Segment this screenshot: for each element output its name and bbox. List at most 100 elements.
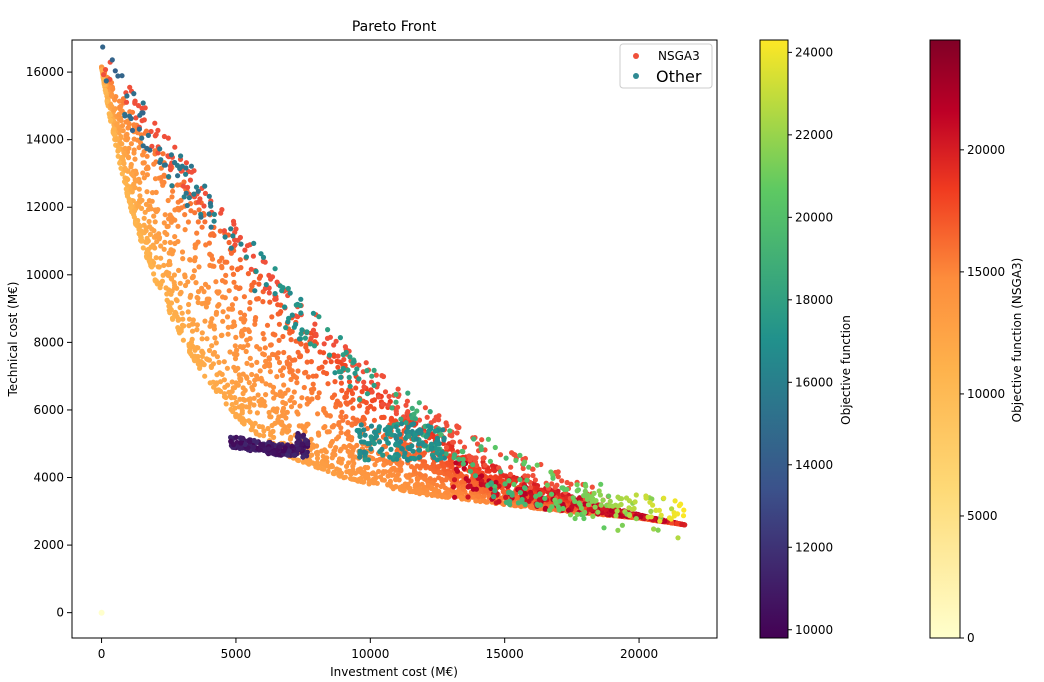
other-point xyxy=(172,159,178,166)
other-point xyxy=(230,233,236,239)
nsga3-point xyxy=(331,342,337,348)
nsga3-point xyxy=(219,278,226,284)
nsga3-point xyxy=(276,359,283,366)
other-point xyxy=(438,455,444,461)
nsga3-point xyxy=(119,171,125,177)
nsga3-point xyxy=(347,452,353,458)
nsga3-point xyxy=(383,469,389,475)
nsga3-point xyxy=(295,349,301,355)
nsga3-point xyxy=(322,424,328,430)
other-point xyxy=(533,493,539,499)
nsga3-point xyxy=(343,414,349,420)
nsga3-point xyxy=(171,272,177,278)
y-tick-label: 2000 xyxy=(33,538,64,552)
x-tick-label: 20000 xyxy=(620,647,658,661)
nsga3-point xyxy=(195,199,201,205)
other-point xyxy=(191,191,197,197)
other-point xyxy=(585,502,592,508)
other-point xyxy=(368,446,374,452)
nsga3-point xyxy=(266,356,272,362)
other-point xyxy=(251,240,257,246)
nsga3-point xyxy=(376,468,382,475)
nsga3-point xyxy=(249,422,256,428)
nsga3-point xyxy=(308,387,314,393)
nsga3-point xyxy=(347,442,353,449)
nsga3-point xyxy=(180,316,186,322)
nsga3-point xyxy=(260,331,266,337)
other-point xyxy=(305,441,311,447)
nsga3-point xyxy=(272,332,278,338)
nsga3-point xyxy=(189,169,195,175)
nsga3-point xyxy=(161,172,167,178)
other-point xyxy=(131,91,137,97)
nsga3-point xyxy=(246,404,252,410)
other-point xyxy=(559,485,565,491)
colorbar-tick-label: 18000 xyxy=(795,293,833,307)
nsga3-point xyxy=(196,207,202,213)
nsga3-point xyxy=(186,316,193,322)
other-point xyxy=(675,535,681,541)
nsga3-point xyxy=(237,310,243,316)
other-point xyxy=(432,428,438,434)
nsga3-point xyxy=(161,262,167,268)
nsga3-point xyxy=(315,465,321,471)
other-point xyxy=(402,450,408,456)
nsga3-point xyxy=(169,194,175,200)
other-point xyxy=(672,498,678,504)
nsga3-point xyxy=(212,335,218,341)
other-point xyxy=(277,283,283,289)
nsga3-point xyxy=(170,188,176,194)
nsga3-point xyxy=(333,338,339,344)
other-point xyxy=(626,512,633,519)
other-point xyxy=(590,513,596,520)
nsga3-point xyxy=(187,177,193,183)
other-point xyxy=(293,321,299,327)
nsga3-point xyxy=(185,309,191,315)
nsga3-point xyxy=(344,469,350,475)
other-point xyxy=(247,439,253,445)
other-point xyxy=(326,352,333,358)
nsga3-point xyxy=(204,356,210,362)
y-axis-label: Technical cost (M€) xyxy=(6,282,20,398)
nsga3-point xyxy=(316,390,322,396)
nsga3-point xyxy=(369,389,375,395)
nsga3-point xyxy=(350,405,356,411)
nsga3-point xyxy=(522,473,528,479)
nsga3-point xyxy=(327,443,333,449)
other-point xyxy=(297,302,303,309)
nsga3-point xyxy=(483,474,489,480)
nsga3-point xyxy=(336,420,342,426)
nsga3-point xyxy=(182,227,188,233)
nsga3-point xyxy=(286,423,292,429)
other-point xyxy=(289,312,295,318)
nsga3-point xyxy=(395,404,401,410)
nsga3-point xyxy=(240,371,246,377)
nsga3-point xyxy=(229,265,235,271)
nsga3-point xyxy=(344,401,350,407)
other-point xyxy=(222,234,228,240)
nsga3-point xyxy=(162,239,168,245)
nsga3-point xyxy=(226,239,232,246)
nsga3-point xyxy=(274,374,280,380)
nsga3-point xyxy=(239,328,245,334)
other-point xyxy=(184,202,190,209)
other-point xyxy=(385,440,391,446)
nsga3-point xyxy=(126,145,132,151)
nsga3-point xyxy=(148,244,154,250)
nsga3-point xyxy=(284,359,290,365)
nsga3-point xyxy=(214,354,220,360)
nsga3-point xyxy=(217,370,223,376)
nsga3-point xyxy=(175,223,181,229)
nsga3-point xyxy=(314,455,321,461)
nsga3-point xyxy=(429,480,435,486)
other-point xyxy=(393,435,399,442)
other-point xyxy=(517,477,523,483)
legend-marker-nsga3 xyxy=(633,53,639,59)
nsga3-point xyxy=(275,417,281,423)
nsga3-point xyxy=(456,424,462,431)
nsga3-point xyxy=(589,484,595,490)
nsga3-point xyxy=(232,237,238,243)
nsga3-point xyxy=(196,264,202,270)
nsga3-point xyxy=(333,404,339,410)
nsga3-point xyxy=(268,414,274,420)
